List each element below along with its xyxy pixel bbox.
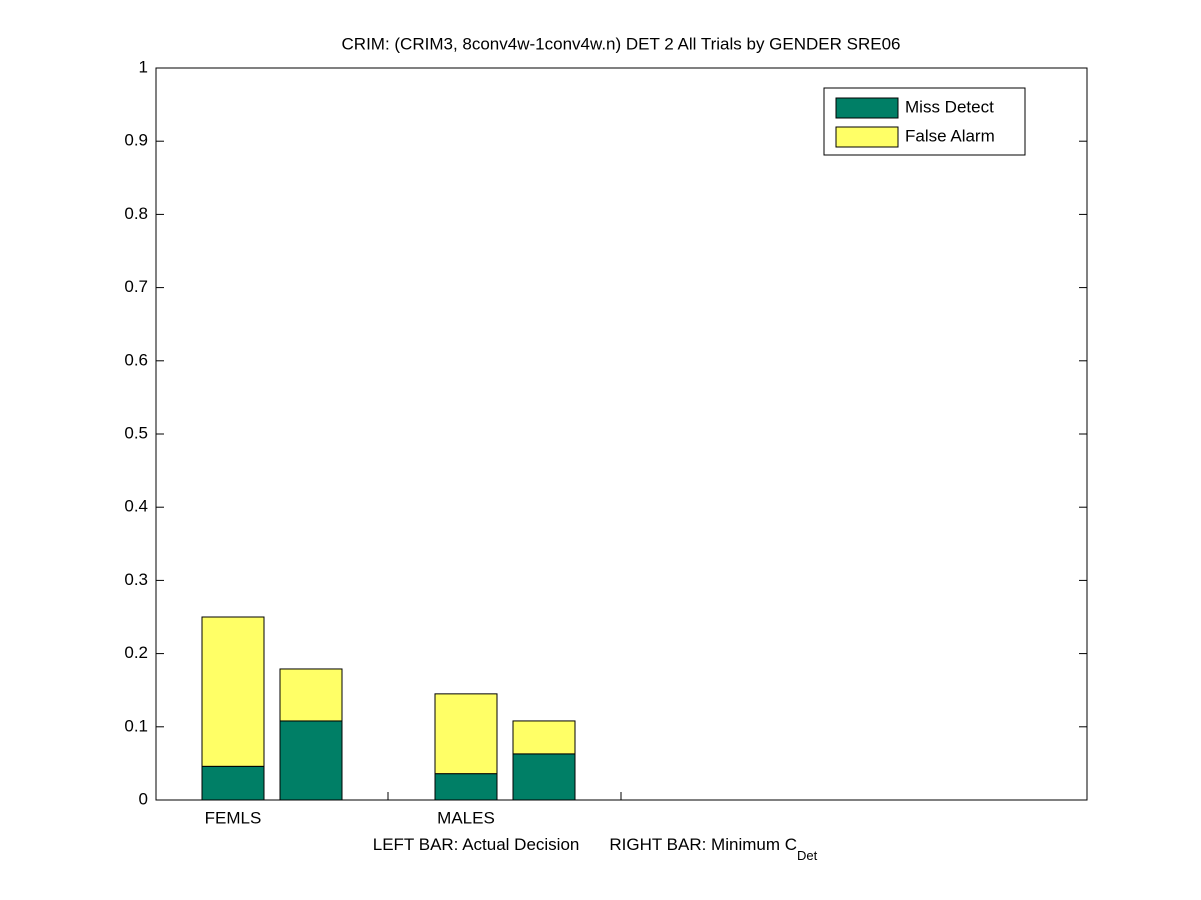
y-tick-label: 0.9 [124,131,148,150]
bar-segment [434,773,498,801]
y-tick-label: 0 [139,789,148,808]
y-tick-label: 0.2 [124,643,148,662]
x-tick-label: MALES [437,808,495,827]
bar-segment [279,668,343,722]
bar-segment [512,720,576,755]
legend-swatch [835,97,899,119]
y-tick-label: 1 [139,57,148,76]
x-label-subscript: Det [797,848,818,863]
y-tick-label: 0.3 [124,570,148,589]
x-label-left: LEFT BAR: Actual Decision [373,835,580,854]
y-tick-label: 0.1 [124,716,148,735]
chart-title: CRIM: (CRIM3, 8conv4w-1conv4w.n) DET 2 A… [342,34,901,53]
y-tick-label: 0.5 [124,423,148,442]
y-tick-label: 0.7 [124,277,148,296]
legend-swatch [835,126,899,148]
plot-frame [155,67,1088,801]
bar-segment [434,693,498,775]
bar-segment [201,765,265,801]
y-tick-label: 0.6 [124,350,148,369]
bar-segment [201,616,265,767]
x-label-right: RIGHT BAR: Minimum C [609,835,797,854]
x-axis-label: LEFT BAR: Actual Decision RIGHT BAR: Mini… [373,835,818,863]
legend-label: False Alarm [905,126,995,145]
y-tick-label: 0.8 [124,204,148,223]
bar-segment [279,720,343,801]
legend-label: Miss Detect [905,97,994,116]
bar-segment [512,753,576,801]
x-tick-label: FEMLS [205,808,262,827]
y-tick-label: 0.4 [124,497,148,516]
